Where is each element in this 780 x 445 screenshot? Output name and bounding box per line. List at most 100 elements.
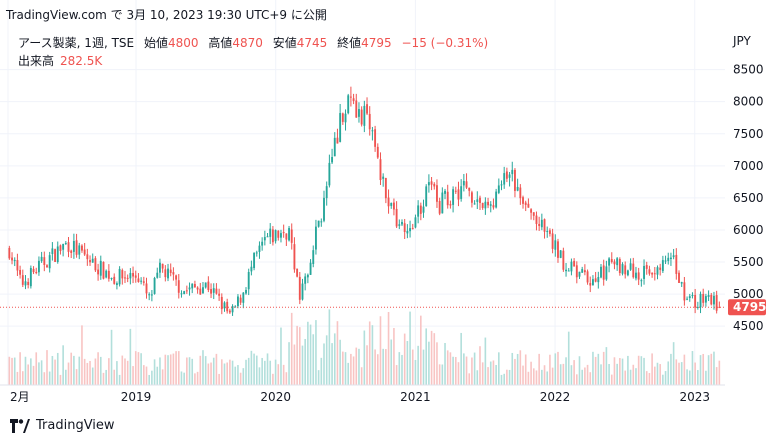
volume-bar bbox=[514, 358, 516, 385]
volume-bar bbox=[489, 361, 492, 385]
volume-bar bbox=[621, 358, 624, 385]
volume-bar bbox=[266, 353, 269, 385]
volume-bar bbox=[656, 362, 659, 385]
volume-bar bbox=[441, 364, 444, 385]
candle-body bbox=[573, 260, 576, 267]
volume-bar bbox=[355, 347, 358, 385]
change-value: −15 (−0.31%) bbox=[401, 36, 489, 50]
candle-body bbox=[164, 269, 167, 278]
candle-body bbox=[75, 240, 78, 255]
volume-bar bbox=[535, 370, 538, 385]
candle-body bbox=[48, 255, 51, 269]
candle-body bbox=[105, 270, 108, 278]
candle-body bbox=[24, 281, 27, 286]
volume-bar bbox=[207, 363, 210, 385]
x-tick-label: 2021 bbox=[400, 390, 431, 404]
volume-bar bbox=[409, 311, 411, 385]
volume-bar bbox=[331, 343, 333, 385]
volume-bar bbox=[231, 360, 234, 385]
candle-body bbox=[115, 283, 118, 286]
candle-body bbox=[452, 189, 455, 205]
volume-bar bbox=[425, 328, 428, 385]
open-value: 4800 bbox=[167, 36, 199, 50]
volume-bar bbox=[651, 353, 653, 385]
volume-bar bbox=[161, 369, 164, 385]
volume-bar bbox=[610, 374, 613, 385]
candle-body bbox=[188, 287, 191, 290]
candle-body bbox=[492, 205, 495, 208]
volume-bar bbox=[581, 369, 583, 385]
symbol-label: アース製薬, 1週, TSE bbox=[18, 36, 135, 50]
volume-bar bbox=[188, 357, 191, 385]
candle-body bbox=[172, 272, 175, 275]
candle-body bbox=[314, 226, 317, 250]
volume-bar bbox=[296, 325, 298, 385]
volume-bar bbox=[686, 369, 688, 385]
candle-body bbox=[43, 257, 46, 265]
volume-bar bbox=[221, 359, 223, 385]
candle-body bbox=[460, 186, 463, 199]
candle-body bbox=[446, 191, 449, 206]
volume-bar bbox=[522, 365, 524, 385]
volume-bar bbox=[204, 356, 207, 385]
volume-bar bbox=[156, 366, 159, 385]
candle-body bbox=[83, 249, 86, 255]
volume-bar bbox=[678, 362, 680, 385]
candle-body bbox=[78, 245, 81, 255]
y-tick-label: 8500 bbox=[733, 63, 764, 77]
volume-bar bbox=[637, 355, 640, 385]
candle-body bbox=[608, 258, 611, 266]
volume-bar bbox=[395, 365, 398, 385]
volume-bar bbox=[35, 352, 38, 385]
candle-body bbox=[126, 277, 129, 279]
volume-bar bbox=[573, 360, 575, 385]
candle-body bbox=[441, 192, 444, 214]
candle-body bbox=[664, 260, 667, 262]
x-tick-label: 2019 bbox=[121, 390, 152, 404]
candle-body bbox=[683, 282, 686, 301]
candle-body bbox=[97, 269, 100, 275]
candle-body bbox=[559, 250, 562, 258]
volume-bar bbox=[194, 373, 196, 385]
candle-body bbox=[258, 245, 261, 252]
volume-bar bbox=[680, 362, 683, 385]
candle-body bbox=[508, 174, 511, 178]
candle-body bbox=[269, 228, 272, 237]
volume-bar bbox=[398, 352, 401, 385]
candle-body bbox=[344, 113, 347, 123]
candle-body bbox=[304, 276, 307, 284]
candle-body bbox=[409, 228, 412, 232]
candle-body bbox=[27, 281, 30, 285]
volume-bar bbox=[463, 353, 465, 385]
candle-body bbox=[495, 191, 498, 208]
candle-body bbox=[261, 241, 264, 246]
volume-bar bbox=[272, 373, 274, 385]
candle-body bbox=[72, 240, 75, 252]
volume-bar bbox=[30, 358, 32, 385]
candle-body bbox=[629, 263, 632, 270]
candle-body bbox=[159, 262, 161, 273]
volume-bar bbox=[430, 330, 433, 385]
candle-body bbox=[226, 301, 229, 312]
candle-body bbox=[551, 233, 554, 249]
volume-bar bbox=[282, 364, 285, 385]
footer: TradingView bbox=[10, 418, 115, 433]
volume-bar bbox=[307, 321, 309, 385]
candle-body bbox=[505, 171, 508, 179]
volume-bar bbox=[304, 338, 306, 385]
candle-body bbox=[616, 258, 619, 266]
candle-body bbox=[191, 283, 194, 289]
volume-bar bbox=[672, 342, 675, 385]
candle-body bbox=[271, 229, 274, 243]
volume-bar bbox=[662, 374, 664, 385]
candle-body bbox=[382, 176, 385, 179]
candle-body bbox=[530, 209, 533, 213]
y-tick-label: 8000 bbox=[733, 95, 764, 109]
volume-bar bbox=[635, 368, 637, 385]
candle-body bbox=[653, 273, 656, 275]
volume-bar bbox=[315, 320, 317, 385]
candle-body bbox=[67, 242, 70, 252]
candle-body bbox=[150, 294, 153, 296]
volume-bar bbox=[511, 352, 514, 385]
volume-bar bbox=[527, 371, 530, 385]
